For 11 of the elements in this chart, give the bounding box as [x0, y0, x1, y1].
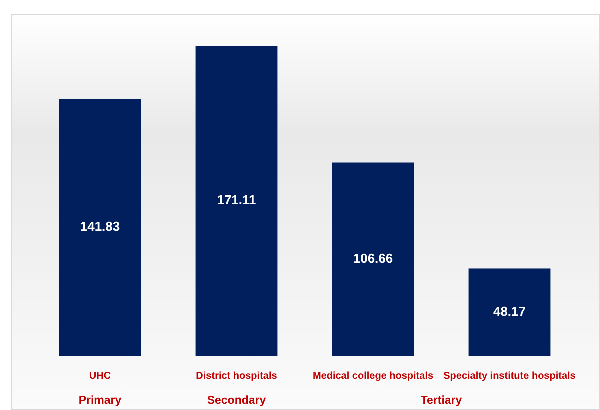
x-tick-label: District hospitals	[196, 371, 278, 382]
data-label: 106.66	[353, 250, 394, 266]
data-label: 171.11	[217, 192, 256, 208]
x-tick-label: UHC	[89, 371, 112, 382]
x-tick-label: Medical college hospitals	[312, 371, 434, 382]
text: Primary	[78, 395, 122, 407]
text: Secondary	[207, 395, 267, 407]
data-label: 141.83	[80, 218, 120, 234]
data-label: 48.17	[493, 304, 526, 319]
text: Tertiary	[420, 395, 463, 407]
x-tick-label: Specialty institute hospitals	[444, 371, 576, 382]
